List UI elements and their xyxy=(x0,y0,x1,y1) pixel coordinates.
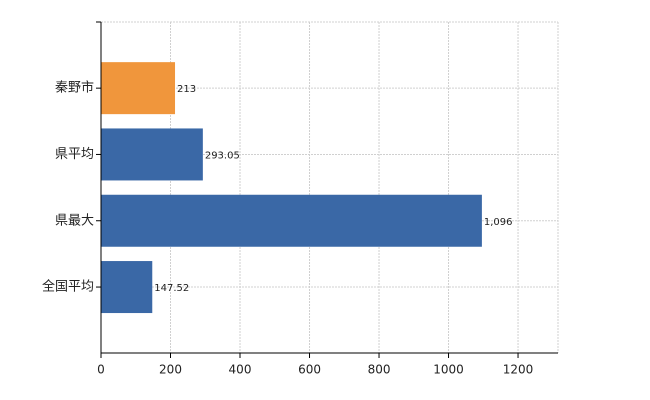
bar xyxy=(101,62,176,115)
y-tick-label: 県最大 xyxy=(55,213,94,228)
x-tick-label: 800 xyxy=(368,363,391,377)
y-tick-label: 秦野市 xyxy=(55,80,94,96)
value-label: 293.05 xyxy=(205,150,240,161)
x-tick-label: 1000 xyxy=(433,363,464,377)
value-label: 213 xyxy=(177,84,196,95)
x-tick-label: 0 xyxy=(97,363,105,377)
bar xyxy=(101,194,482,247)
y-tick-label: 県平均 xyxy=(55,147,94,162)
x-tick-label: 200 xyxy=(159,363,182,377)
x-tick-label: 400 xyxy=(229,363,252,377)
value-label: 147.52 xyxy=(154,283,189,294)
value-label: 1,096 xyxy=(484,217,513,228)
bar xyxy=(101,261,153,314)
x-tick-label: 600 xyxy=(298,363,321,377)
x-tick-label: 1200 xyxy=(503,363,534,377)
bar xyxy=(101,128,203,181)
y-tick-label: 全国平均 xyxy=(42,279,94,295)
